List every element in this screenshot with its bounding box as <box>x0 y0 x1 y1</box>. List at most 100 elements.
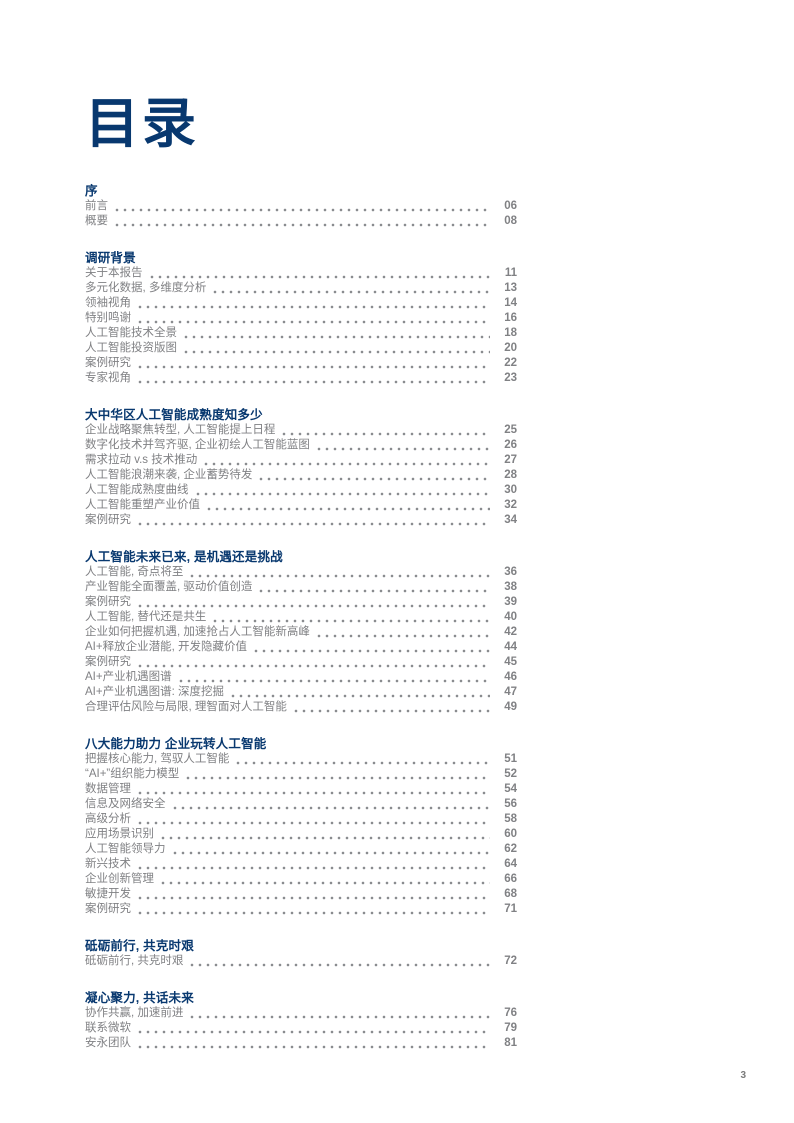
toc-entry[interactable]: 应用场景识别 60 <box>85 827 517 842</box>
toc-entry[interactable]: AI+产业机遇图谱: 深度挖掘 47 <box>85 685 517 700</box>
entry-page-number: 58 <box>504 813 517 825</box>
entry-page-number: 64 <box>504 858 517 870</box>
toc-section: 砥砺前行, 共克时艰 砥砺前行, 共克时艰 72 <box>85 939 517 969</box>
leader-dots-icon <box>136 380 490 384</box>
toc-entry[interactable]: 合理评估风险与局限, 理智面对人工智能 49 <box>85 700 517 715</box>
leader-dots-icon <box>251 649 490 653</box>
toc-entry[interactable]: AI+释放企业潜能, 开发隐藏价值 44 <box>85 640 517 655</box>
entry-label: 案例研究 <box>85 656 131 668</box>
entry-page-number: 62 <box>504 843 517 855</box>
entry-label: 把握核心能力, 驾驭人工智能 <box>85 753 230 765</box>
entry-page-number: 49 <box>504 701 517 713</box>
toc-entry[interactable]: 概要 08 <box>85 214 517 229</box>
toc-entry[interactable]: 企业战略聚焦转型, 人工智能提上日程 25 <box>85 423 517 438</box>
leader-dots-icon <box>188 963 490 967</box>
toc-entry[interactable]: 关于本报告 11 <box>85 266 517 281</box>
toc-entry[interactable]: 产业智能全面覆盖, 驱动价值创造 38 <box>85 580 517 595</box>
toc-entry[interactable]: 人工智能, 替代还是共生 40 <box>85 610 517 625</box>
toc-entry[interactable]: 多元化数据, 多维度分析 13 <box>85 281 517 296</box>
leader-dots-icon <box>136 604 490 608</box>
section-heading: 调研背景 <box>85 251 136 265</box>
toc-entry[interactable]: “AI+”组织能力模型 52 <box>85 767 517 782</box>
leader-dots-icon <box>136 896 490 900</box>
entry-page-number: 54 <box>504 783 517 795</box>
leader-dots-icon <box>280 432 490 436</box>
toc-entry[interactable]: 企业如何把握机遇, 加速抢占人工智能新高峰 42 <box>85 625 517 640</box>
leader-dots-icon <box>193 492 490 496</box>
toc-entry[interactable]: 案例研究 34 <box>85 513 517 528</box>
entry-label: 安永团队 <box>85 1037 131 1049</box>
section-heading: 八大能力助力 企业玩转人工智能 <box>85 737 267 751</box>
toc-entry[interactable]: 案例研究 71 <box>85 902 517 917</box>
toc-section: 序 前言 06 概要 08 <box>85 184 517 229</box>
entry-page-number: 72 <box>504 955 517 967</box>
toc-entry[interactable]: 敏捷开发 68 <box>85 887 517 902</box>
leader-dots-icon <box>136 664 490 668</box>
entry-page-number: 13 <box>504 282 517 294</box>
entry-page-number: 06 <box>504 200 517 212</box>
leader-dots-icon <box>136 791 490 795</box>
toc-entry[interactable]: 人工智能技术全景 18 <box>85 326 517 341</box>
toc-entry[interactable]: 协作共赢, 加速前进 76 <box>85 1006 517 1021</box>
entry-label: 关于本报告 <box>85 267 143 279</box>
toc-entry[interactable]: 把握核心能力, 驾驭人工智能 51 <box>85 752 517 767</box>
toc-entry[interactable]: 特别鸣谢 16 <box>85 311 517 326</box>
toc-entry[interactable]: 前言 06 <box>85 199 517 214</box>
toc-entry[interactable]: 案例研究 39 <box>85 595 517 610</box>
toc-entry[interactable]: 数据管理 54 <box>85 782 517 797</box>
entry-label: 数字化技术并驾齐驱, 企业初绘人工智能蓝图 <box>85 439 310 451</box>
toc-entry[interactable]: 专家视角 23 <box>85 371 517 386</box>
leader-dots-icon <box>136 522 490 526</box>
toc-entry[interactable]: 案例研究 22 <box>85 356 517 371</box>
entry-label: 协作共赢, 加速前进 <box>85 1007 184 1019</box>
toc-entry[interactable]: 高级分析 58 <box>85 812 517 827</box>
toc-entry[interactable]: 人工智能, 奇点将至 36 <box>85 565 517 580</box>
toc-entry[interactable]: 数字化技术并驾齐驱, 企业初绘人工智能蓝图 26 <box>85 438 517 453</box>
toc-entry[interactable]: 案例研究 45 <box>85 655 517 670</box>
section-heading: 序 <box>85 184 98 198</box>
section-rows: 把握核心能力, 驾驭人工智能 51 “AI+”组织能力模型 52 数据管理 54… <box>85 752 517 917</box>
entry-label: 人工智能成熟度曲线 <box>85 484 189 496</box>
leader-dots-icon <box>188 1015 490 1019</box>
toc-entry[interactable]: 人工智能重塑产业价值 32 <box>85 498 517 513</box>
toc-section: 八大能力助力 企业玩转人工智能 把握核心能力, 驾驭人工智能 51 “AI+”组… <box>85 737 517 917</box>
entry-page-number: 32 <box>504 499 517 511</box>
toc-entry[interactable]: 人工智能领导力 62 <box>85 842 517 857</box>
leader-dots-icon <box>182 335 490 339</box>
section-rows: 关于本报告 11 多元化数据, 多维度分析 13 领袖视角 14 特别鸣谢 16… <box>85 266 517 386</box>
toc-entry[interactable]: 人工智能浪潮来袭, 企业蓄势待发 28 <box>85 468 517 483</box>
entry-page-number: 71 <box>504 903 517 915</box>
section-heading: 凝心聚力, 共话未来 <box>85 991 194 1005</box>
leader-dots-icon <box>147 275 490 279</box>
toc-entry[interactable]: 安永团队 81 <box>85 1036 517 1051</box>
entry-label: 案例研究 <box>85 903 131 915</box>
entry-label: 敏捷开发 <box>85 888 131 900</box>
toc-entry[interactable]: 需求拉动 v.s 技术推动 27 <box>85 453 517 468</box>
entry-label: 人工智能重塑产业价值 <box>85 499 200 511</box>
toc-entry[interactable]: 砥砺前行, 共克时艰 72 <box>85 954 517 969</box>
leader-dots-icon <box>136 1030 490 1034</box>
leader-dots-icon <box>136 305 490 309</box>
section-heading: 大中华区人工智能成熟度知多少 <box>85 408 263 422</box>
toc-entry[interactable]: 信息及网络安全 56 <box>85 797 517 812</box>
entry-label: 企业创新管理 <box>85 873 154 885</box>
entry-page-number: 51 <box>504 753 517 765</box>
toc-entry[interactable]: 新兴技术 64 <box>85 857 517 872</box>
entry-page-number: 36 <box>504 566 517 578</box>
entry-page-number: 30 <box>504 484 517 496</box>
leader-dots-icon <box>257 477 490 481</box>
toc-entry[interactable]: 联系微软 79 <box>85 1021 517 1036</box>
toc-entry[interactable]: AI+产业机遇图谱 46 <box>85 670 517 685</box>
entry-label: 人工智能领导力 <box>85 843 166 855</box>
entry-page-number: 45 <box>504 656 517 668</box>
page-number-footer: 3 <box>740 1070 746 1081</box>
toc-entry[interactable]: 企业创新管理 66 <box>85 872 517 887</box>
toc-content: 目录 序 前言 06 概要 08 调研背景 关于本报告 11 多元化数据, 多维… <box>85 97 517 1051</box>
entry-page-number: 66 <box>504 873 517 885</box>
toc-entry[interactable]: 人工智能成熟度曲线 30 <box>85 483 517 498</box>
toc-entry[interactable]: 领袖视角 14 <box>85 296 517 311</box>
section-rows: 人工智能, 奇点将至 36 产业智能全面覆盖, 驱动价值创造 38 案例研究 3… <box>85 565 517 715</box>
toc-entry[interactable]: 人工智能投资版图 20 <box>85 341 517 356</box>
leader-dots-icon <box>113 223 490 227</box>
leader-dots-icon <box>211 619 490 623</box>
